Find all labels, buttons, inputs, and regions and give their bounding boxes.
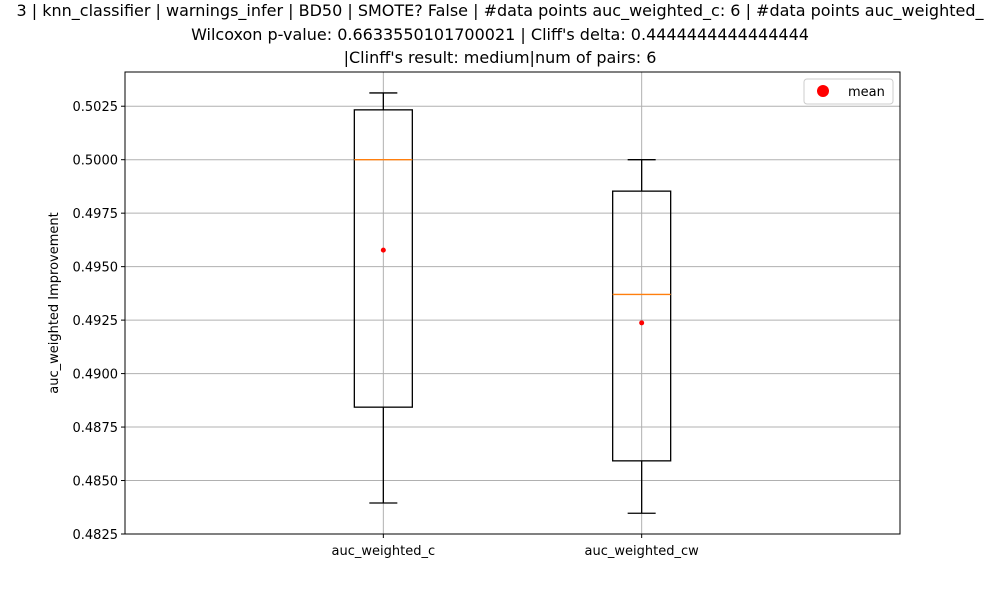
axis-layer: 0.4825 0.4850 0.4875 0.4900 0.4925 0.4950 0.49… [73,100,700,559]
plot-area-frame [124,71,901,535]
box-auc_weighted_cw [612,159,672,514]
iqr-box [353,109,413,408]
y-tick-label: 0.4925 [73,314,119,329]
x-tick-label: auc_weighted_cw [585,544,700,559]
y-tick-label: 0.4950 [73,261,119,276]
y-axis-label: auc_weighted Improvement [47,212,62,394]
y-tick-label: 0.5025 [73,100,119,115]
box-layer [353,92,672,514]
chart-title-line-3: |Clinff's result: medium|num of pairs: 6 [343,48,657,67]
y-tick-label: 0.4975 [73,207,119,222]
legend: mean [803,78,894,105]
chart-title-line-2: Wilcoxon p-value: 0.6633550101700021 | C… [191,25,809,44]
y-tick-label: 0.4875 [73,421,119,436]
y-tick-label: 0.4825 [73,528,119,543]
mean-marker [639,320,645,326]
grid-layer [125,72,900,535]
mean-marker [380,247,386,253]
x-tick-label: auc_weighted_c [332,544,436,559]
box-auc_weighted_c [353,92,413,504]
y-tick-label: 0.4850 [73,475,119,490]
y-tick-label: 0.4900 [73,368,119,383]
legend-frame [803,78,894,105]
chart-title-line-1: 3 | knn_classifier | warnings_infer | BD… [16,1,984,20]
legend-mean-label: mean [848,85,885,100]
legend-mean-marker [817,85,829,97]
y-tick-label: 0.5000 [73,154,119,169]
iqr-box [612,190,672,462]
